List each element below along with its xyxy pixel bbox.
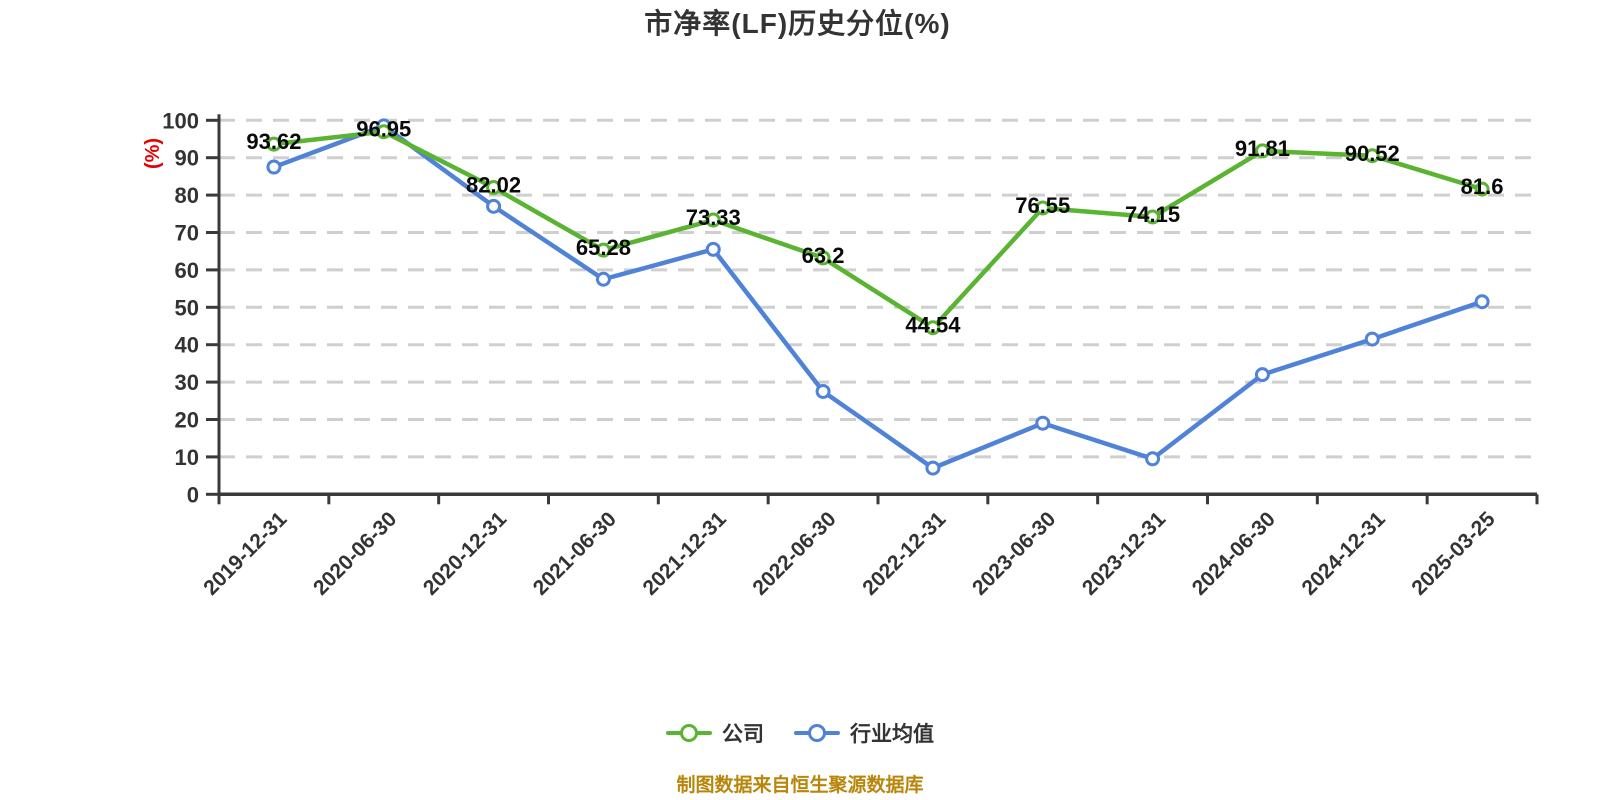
x-tick-label: 2022-12-31 xyxy=(858,507,950,599)
x-tick-label: 2024-06-30 xyxy=(1188,508,1280,600)
x-tick-label: 2025-03-25 xyxy=(1407,507,1499,599)
y-tick-label: 10 xyxy=(175,445,199,470)
legend-item-industry[interactable]: 行业均值 xyxy=(794,718,934,748)
company-data-point-marker[interactable] xyxy=(486,180,502,196)
x-tick-label: 2020-06-30 xyxy=(309,508,401,600)
y-tick-label: 30 xyxy=(175,370,199,395)
x-tick-label: 2021-06-30 xyxy=(529,508,621,600)
legend-label-company: 公司 xyxy=(722,723,764,746)
industry-data-point-marker[interactable] xyxy=(1145,451,1161,467)
company-data-point-marker[interactable] xyxy=(705,212,721,228)
industry-line xyxy=(271,123,1485,471)
industry-data-point-marker[interactable] xyxy=(266,159,282,175)
data-label: 91.81 xyxy=(1235,136,1290,161)
data-label: 93.62 xyxy=(246,129,301,154)
industry-data-point-marker[interactable] xyxy=(595,271,611,287)
y-tick-label: 90 xyxy=(175,146,199,171)
x-tick-label: 2023-06-30 xyxy=(968,508,1060,600)
company-data-point-marker[interactable] xyxy=(1145,209,1161,225)
company-data-point-marker[interactable] xyxy=(595,242,611,258)
y-tick-label: 80 xyxy=(175,183,199,208)
industry-data-point-marker[interactable] xyxy=(486,198,502,214)
chart-title: 市净率(LF)历史分位(%) xyxy=(644,8,951,39)
y-tick-label: 0 xyxy=(187,482,199,507)
x-tick-label: 2021-12-31 xyxy=(639,507,731,599)
x-tick-label: 2020-12-31 xyxy=(419,507,511,599)
company-line xyxy=(271,129,1485,330)
data-label: 73.33 xyxy=(686,205,741,230)
industry-data-point-marker[interactable] xyxy=(705,241,721,257)
data-source-note: 制图数据来自恒生聚源数据库 xyxy=(676,775,924,796)
data-label: 63.2 xyxy=(802,243,845,268)
company-data-point-marker[interactable] xyxy=(1364,148,1380,164)
data-label: 44.54 xyxy=(905,313,961,338)
industry-data-point-marker[interactable] xyxy=(1364,331,1380,347)
company-data-point-marker[interactable] xyxy=(1474,181,1490,197)
industry-data-point-marker[interactable] xyxy=(1035,415,1051,431)
industry-data-point-marker[interactable] xyxy=(925,460,941,476)
company-legend-marker-icon xyxy=(666,724,712,742)
legend-item-company[interactable]: 公司 xyxy=(666,718,764,748)
y-tick-label: 100 xyxy=(162,108,199,133)
x-tick-label: 2022-06-30 xyxy=(748,508,840,600)
company-data-point-marker[interactable] xyxy=(815,250,831,266)
company-data-point-marker[interactable] xyxy=(266,136,282,152)
y-tick-label: 60 xyxy=(175,258,199,283)
company-data-point-marker[interactable] xyxy=(925,320,941,336)
y-tick-label: 40 xyxy=(175,333,199,358)
industry-data-point-marker[interactable] xyxy=(815,383,831,399)
data-label: 82.02 xyxy=(466,173,521,198)
industry-data-point-marker[interactable] xyxy=(1474,294,1490,310)
x-tick-label: 2024-12-31 xyxy=(1298,507,1390,599)
data-label: 74.15 xyxy=(1125,202,1180,227)
industry-data-point-marker[interactable] xyxy=(1254,367,1270,383)
legend: 公司 行业均值 xyxy=(0,718,1600,748)
y-tick-label: 20 xyxy=(175,408,199,433)
company-data-point-marker[interactable] xyxy=(1035,200,1051,216)
legend-label-industry: 行业均值 xyxy=(850,723,934,746)
data-label: 81.6 xyxy=(1461,174,1504,199)
x-tick-label: 2023-12-31 xyxy=(1078,507,1170,599)
company-data-point-marker[interactable] xyxy=(1254,143,1270,159)
data-label: 65.28 xyxy=(576,235,631,260)
y-tick-label: 50 xyxy=(175,295,199,320)
data-label: 96.95 xyxy=(356,117,411,142)
data-label: 76.55 xyxy=(1015,193,1070,218)
y-tick-label: 70 xyxy=(175,221,199,246)
data-label: 90.52 xyxy=(1345,141,1400,166)
x-tick-label: 2019-12-31 xyxy=(199,507,291,599)
industry-legend-marker-icon xyxy=(794,724,840,742)
company-data-point-marker[interactable] xyxy=(376,124,392,140)
